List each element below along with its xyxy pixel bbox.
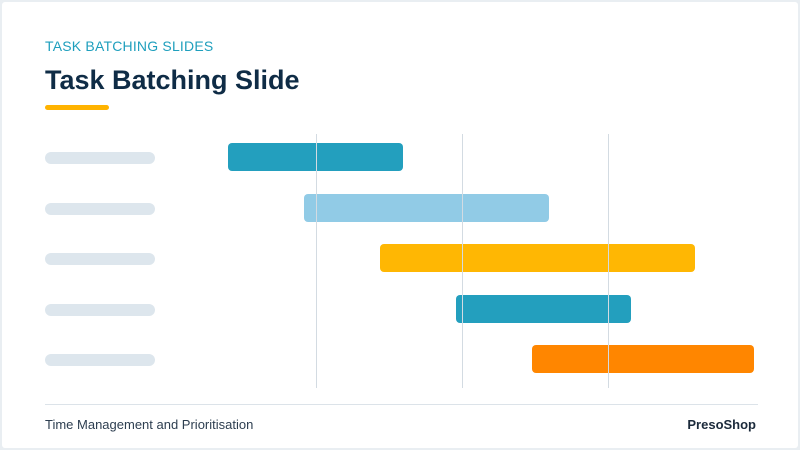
footer-brand: PresoShop <box>687 417 756 432</box>
gantt-row-label-placeholder <box>45 253 155 265</box>
gantt-row-label-placeholder <box>45 152 155 164</box>
slide-title: Task Batching Slide <box>45 65 300 95</box>
footer-divider <box>45 404 758 405</box>
gantt-task-bar <box>379 244 696 272</box>
gantt-gridline <box>608 134 609 388</box>
gantt-row-label-placeholder <box>45 354 155 366</box>
gantt-task-bar <box>228 143 404 171</box>
gantt-task-bar <box>303 193 550 222</box>
gantt-row-label-placeholder <box>45 303 155 316</box>
gantt-gridline <box>462 134 463 388</box>
gantt-task-bar <box>531 345 754 373</box>
gantt-gridline <box>316 134 317 388</box>
title-accent-bar <box>45 105 109 110</box>
gantt-task-bar <box>455 294 631 323</box>
footer-topic: Time Management and Prioritisation <box>45 417 254 432</box>
slide-eyebrow: TASK BATCHING SLIDES <box>45 38 214 54</box>
gantt-row-label-placeholder <box>45 202 155 215</box>
